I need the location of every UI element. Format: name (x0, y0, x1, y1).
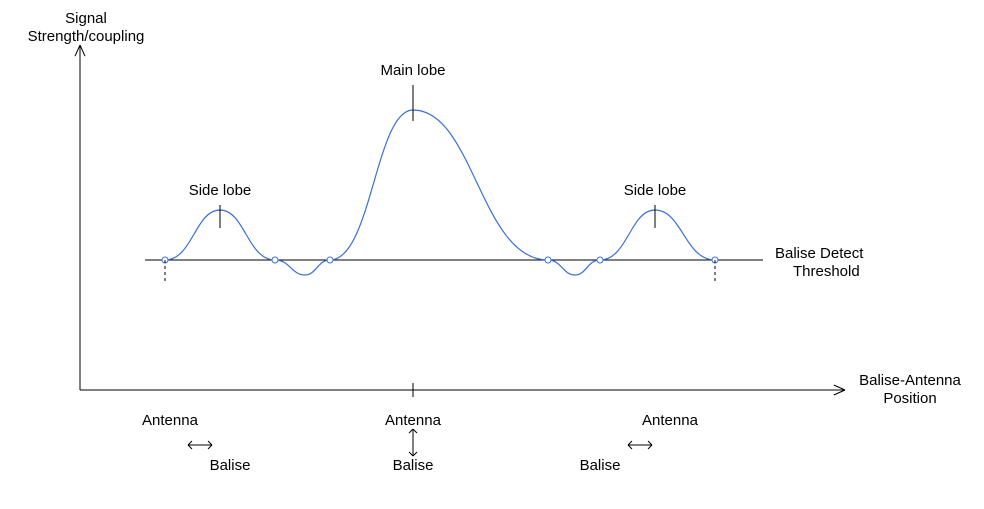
antenna-label: Antenna (385, 412, 442, 429)
crossing-marker (597, 257, 603, 263)
balise-label: Balise (393, 457, 434, 474)
antenna-label: Antenna (142, 412, 199, 429)
x-axis-label-line2: Position (883, 390, 936, 407)
y-axis-label-line1: Signal (65, 10, 107, 27)
balise-label: Balise (580, 457, 621, 474)
crossing-marker (545, 257, 551, 263)
y-axis-label-line2: Strength/coupling (28, 28, 145, 45)
right-lobe-label: Side lobe (624, 182, 687, 199)
signal-coupling-diagram: SignalStrength/coupling Balise-AntennaPos… (0, 0, 984, 509)
threshold-label-line2: Threshold (793, 263, 860, 280)
crossing-marker (272, 257, 278, 263)
threshold-label-line1: Balise Detect (775, 245, 864, 262)
x-axis-label-line1: Balise-Antenna (859, 372, 961, 389)
crossing-marker (327, 257, 333, 263)
main-lobe-label: Main lobe (380, 62, 445, 79)
left-lobe-label: Side lobe (189, 182, 252, 199)
antenna-label: Antenna (642, 412, 699, 429)
balise-label: Balise (210, 457, 251, 474)
